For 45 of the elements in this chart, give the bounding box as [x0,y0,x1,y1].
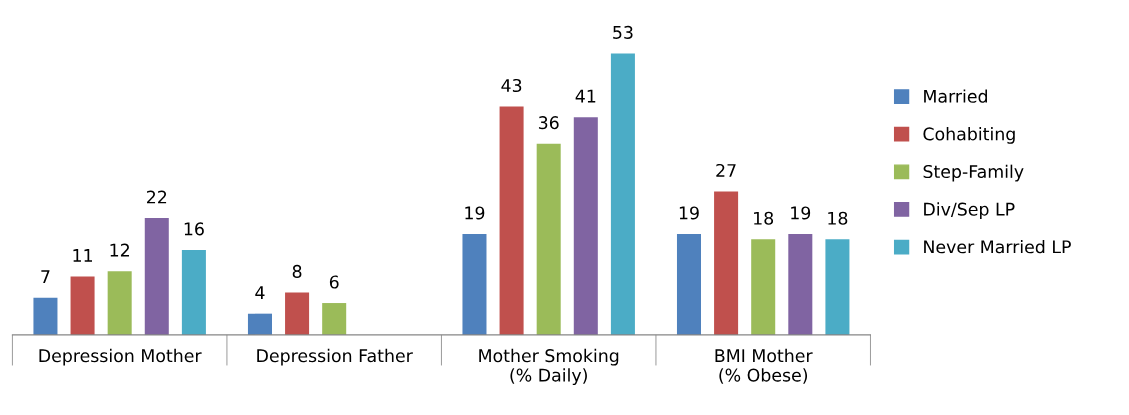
data-label: 16 [184,222,204,236]
bar [573,117,598,335]
data-label: 43 [501,78,522,93]
data-label: 19 [679,206,699,220]
legend-label: Cohabiting [923,127,1015,144]
bar [33,297,58,335]
legend-label: Never Married LP [924,239,1071,254]
data-label: 36 [538,116,559,130]
bar [462,234,487,335]
bar [825,239,850,335]
legend-label: Step-Family [923,164,1024,182]
x-tick-label: Mother Smoking (% Daily) [479,348,619,386]
legend-label: Div/Sep LP [924,202,1015,220]
x-tick-label: BMI Mother (% Obese) [715,348,813,384]
data-label: 18 [754,211,774,225]
bar [70,276,95,335]
bar [322,303,347,335]
data-label: 41 [575,89,596,103]
bar [181,249,206,335]
bar [247,313,272,335]
data-label: 27 [716,163,736,177]
data-label: 4 [255,286,265,299]
data-label: 53 [613,25,633,39]
bar [107,271,132,335]
bar [788,234,813,335]
data-label: 22 [147,190,167,204]
bar [610,53,635,335]
data-label: 6 [329,275,339,289]
x-tick-label: Depression Father [257,348,413,366]
bar [751,239,776,335]
bar [499,106,524,335]
x-tick-label: Depression Mother [39,348,202,366]
data-label: 7 [41,270,50,284]
bar [285,292,310,335]
data-label: 19 [791,206,811,220]
bar [144,218,169,335]
bar [536,143,561,335]
legend-label: Married [924,89,987,103]
data-label: 8 [292,264,302,278]
data-label: 11 [73,249,93,262]
data-label: 12 [110,243,129,257]
data-label: 18 [828,211,848,225]
bar [676,234,701,335]
data-label: 19 [465,206,485,220]
bar [714,191,739,335]
